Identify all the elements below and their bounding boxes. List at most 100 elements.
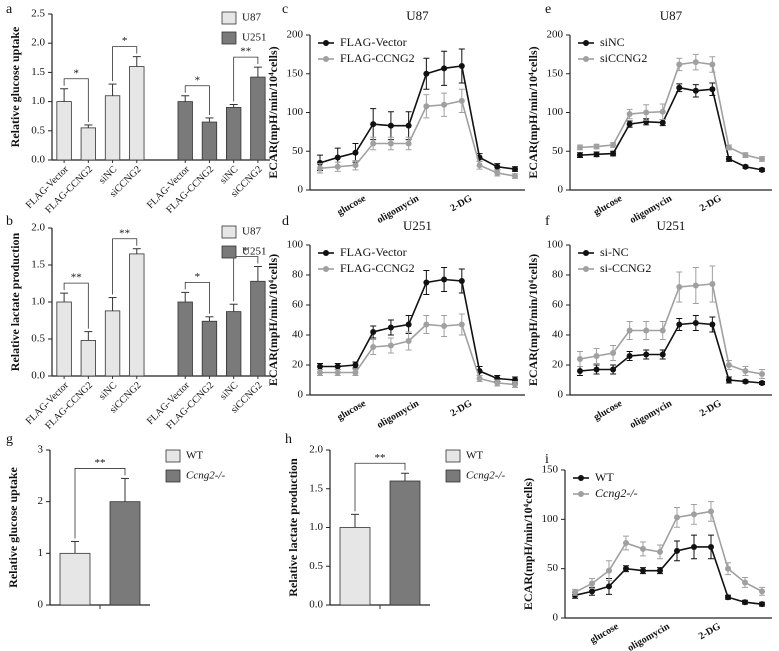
data-point: [423, 321, 430, 328]
data-point: [692, 282, 699, 289]
y-tick-label: 200: [547, 29, 564, 41]
bar: [104, 310, 121, 377]
data-point: [593, 353, 600, 359]
bar: [225, 311, 242, 377]
legend-swatch: [221, 11, 237, 25]
data-point: [623, 540, 629, 547]
data-point: [759, 380, 765, 386]
y-axis-label: ECAR(mpH/min/10⁴cells): [526, 46, 540, 178]
series-line: [319, 99, 516, 177]
x-tick-label: 2-DG: [698, 398, 724, 419]
y-axis-label: Relative glucose uptake: [8, 26, 22, 147]
y-tick-label: 60: [292, 299, 304, 311]
panel-letter: e: [545, 2, 551, 17]
data-point: [759, 601, 765, 608]
data-point: [725, 594, 731, 601]
data-point: [659, 119, 666, 126]
data-point: [742, 152, 749, 159]
y-tick-label: 50: [292, 145, 304, 157]
legend-marker: [583, 266, 589, 272]
y-tick-label: 0.0: [31, 370, 45, 382]
legend-label: U251: [242, 246, 266, 258]
data-point: [405, 321, 412, 328]
significance-bracket: [184, 85, 210, 115]
bar: [104, 95, 121, 161]
legend-label: siCCNG2: [600, 51, 647, 65]
data-point: [405, 122, 412, 129]
legend-label: U87: [242, 12, 261, 24]
y-tick-label: 1.5: [309, 482, 323, 494]
bar: [129, 66, 145, 161]
legend-marker: [583, 250, 589, 256]
y-axis-label: ECAR(mpH/min/10⁴cells): [266, 46, 280, 178]
y-tick-label: 0: [38, 599, 44, 611]
data-point: [640, 567, 646, 574]
y-axis-label: Relative lactate production: [8, 232, 22, 371]
y-tick-label: 150: [287, 67, 304, 79]
data-point: [512, 381, 518, 388]
data-point: [441, 65, 448, 72]
y-axis-label: Relative lactate production: [286, 458, 300, 597]
x-tick-label: glucose: [592, 193, 625, 218]
panel-letter: h: [285, 432, 292, 447]
data-point: [676, 84, 683, 91]
data-point: [725, 377, 732, 383]
legend-label: WT: [466, 450, 483, 462]
bar: [56, 301, 72, 377]
y-tick-label: 0.5: [309, 560, 323, 572]
legend-label: Ccng2-/-: [595, 486, 638, 500]
y-tick-label: 0: [553, 612, 559, 624]
series-line: [579, 283, 763, 375]
significance-bracket: [63, 282, 89, 329]
data-point: [458, 321, 465, 328]
data-point: [709, 61, 716, 68]
data-point: [742, 378, 749, 385]
bar: [250, 76, 266, 161]
legend-label: WT: [595, 470, 614, 484]
y-tick-label: 0: [298, 389, 304, 401]
bar: [225, 107, 242, 161]
data-point: [659, 327, 666, 334]
data-point: [458, 97, 465, 104]
legend-label: U87: [242, 226, 261, 238]
data-point: [387, 122, 394, 129]
significance-bracket: [354, 462, 406, 512]
data-point: [441, 323, 448, 329]
data-point: [708, 543, 714, 550]
data-point: [317, 165, 323, 172]
significance-label: *: [243, 245, 249, 257]
legend-label: WT: [186, 450, 203, 462]
data-point: [593, 143, 600, 150]
data-point: [610, 366, 617, 373]
data-point: [725, 144, 732, 151]
y-tick-label: 0: [558, 184, 564, 196]
data-point: [725, 362, 732, 368]
y-tick-label: 0.5: [31, 333, 45, 345]
bar: [59, 552, 91, 606]
bar: [177, 101, 193, 161]
bar: [201, 320, 218, 377]
panel-letter: i: [545, 452, 549, 467]
y-axis-label: ECAR(mpH/min/10⁴cells): [526, 254, 540, 386]
y-tick-label: 20: [292, 359, 304, 371]
y-tick-label: 50: [552, 145, 564, 157]
panel-letter: f: [545, 214, 550, 229]
panel-letter: b: [6, 214, 13, 229]
y-tick-label: 80: [552, 269, 564, 281]
data-point: [370, 121, 377, 128]
data-point: [352, 369, 359, 376]
x-tick-label: glucose: [335, 193, 368, 218]
series-line: [319, 65, 516, 170]
x-tick-label: glucose: [588, 621, 621, 646]
data-point: [742, 368, 749, 374]
legend-marker: [323, 266, 329, 272]
significance-label: *: [73, 67, 79, 79]
data-point: [643, 327, 650, 334]
x-tick-label: 2-DG: [698, 193, 724, 214]
y-tick-label: 0.0: [309, 599, 323, 611]
legend-marker: [578, 475, 584, 481]
y-tick-label: 1.5: [31, 66, 45, 78]
data-point: [370, 329, 377, 335]
bar: [56, 101, 72, 161]
legend-marker: [583, 56, 589, 62]
